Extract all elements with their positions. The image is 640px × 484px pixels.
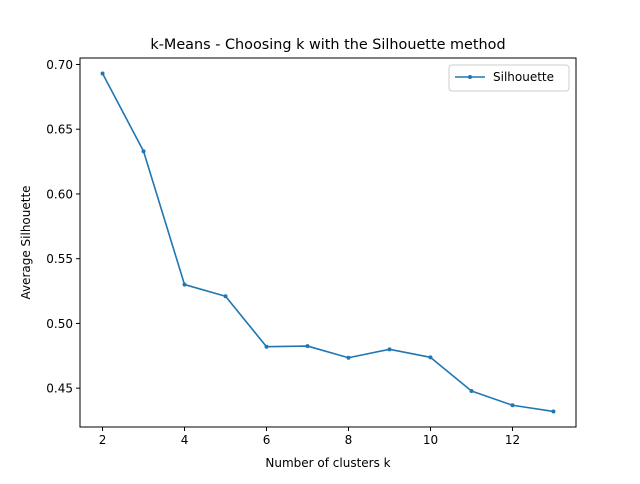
data-point [428, 355, 433, 360]
y-tick-label: 0.55 [46, 252, 73, 266]
x-tick-label: 2 [99, 433, 107, 447]
data-point [223, 294, 228, 299]
chart-title: k-Means - Choosing k with the Silhouette… [150, 37, 505, 53]
y-tick-label: 0.50 [46, 317, 73, 331]
x-axis-label: Number of clusters k [265, 456, 390, 470]
plot-frame [79, 57, 577, 428]
y-tick-label: 0.60 [46, 187, 73, 201]
series-layer [100, 71, 556, 414]
x-tick-label: 4 [181, 433, 189, 447]
data-point [346, 355, 351, 360]
x-tick-label: 10 [423, 433, 438, 447]
x-tick-label: 8 [345, 433, 353, 447]
legend: Silhouette [448, 64, 570, 92]
data-point [182, 282, 187, 287]
data-point [141, 149, 146, 154]
series-line [101, 72, 555, 413]
data-point [551, 409, 556, 414]
y-axis: 0.45 0.50 0.55 0.60 0.65 0.70 [46, 58, 80, 396]
legend-box [448, 64, 570, 92]
x-tick-label: 6 [263, 433, 271, 447]
data-point [510, 403, 515, 408]
data-point [264, 344, 269, 349]
x-tick-label: 12 [505, 433, 520, 447]
y-axis-label: Average Silhouette [19, 185, 33, 299]
plot-area: 2 4 6 8 10 12 0.45 0.50 0.55 0.60 0.65 0.70 [46, 57, 577, 447]
data-point [305, 344, 310, 349]
x-axis: 2 4 6 8 10 12 [99, 427, 520, 447]
data-point [469, 389, 474, 394]
data-point [387, 347, 392, 352]
y-tick-label: 0.65 [46, 123, 73, 137]
y-tick-label: 0.45 [46, 382, 73, 396]
y-tick-label: 0.70 [46, 58, 73, 72]
legend-series-label: Silhouette [493, 70, 554, 84]
data-point [100, 71, 105, 76]
legend-marker-swatch [468, 75, 472, 79]
